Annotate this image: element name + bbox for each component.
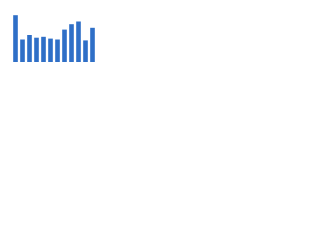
bar — [27, 35, 32, 62]
bar — [83, 40, 88, 62]
bar — [76, 21, 81, 62]
bar — [62, 29, 67, 63]
bar — [48, 38, 53, 62]
bar — [34, 37, 39, 62]
page: {"chart_data": {"type": "bar", "categori… — [0, 0, 100, 71]
bar — [55, 39, 60, 62]
chart — [13, 15, 95, 63]
bar — [41, 36, 46, 62]
bar — [90, 27, 95, 62]
bar — [13, 15, 18, 62]
bar — [20, 39, 25, 62]
bar — [69, 24, 74, 62]
